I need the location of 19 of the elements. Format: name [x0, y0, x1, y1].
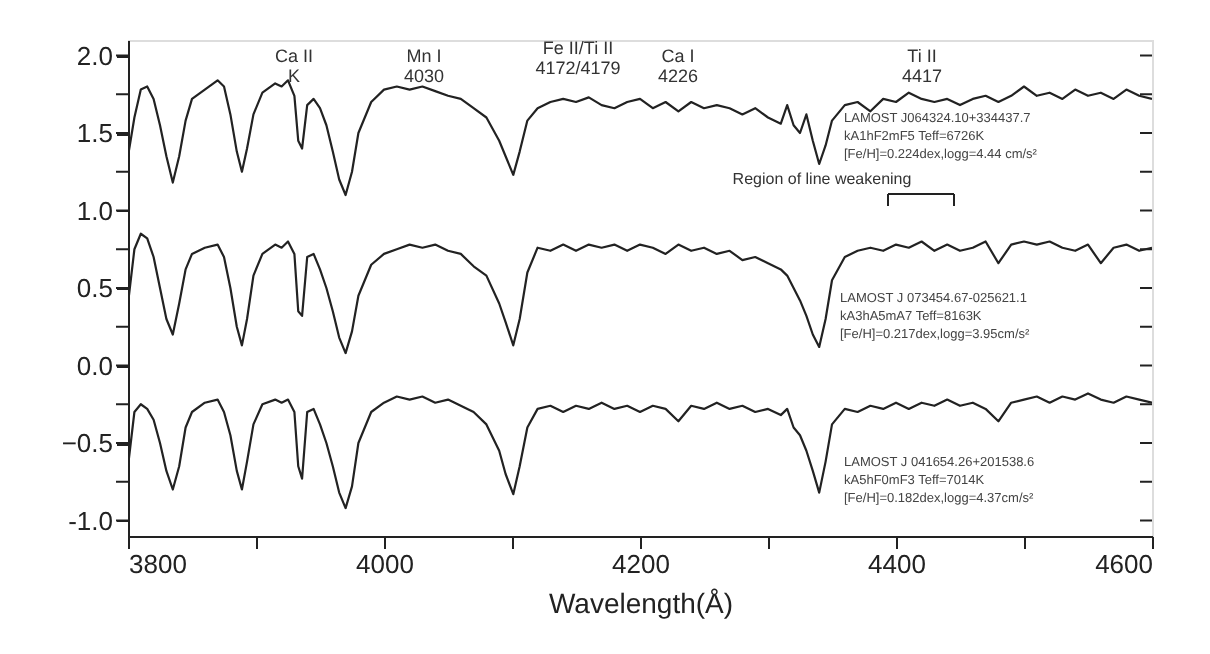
annotation: Region of line weakening — [732, 170, 912, 188]
x-tick-label: 4400 — [868, 549, 926, 579]
x-tick-label: 4200 — [612, 549, 670, 579]
y-tick-label: 2.0 — [76, 40, 113, 71]
annotation: Mn I 4030 — [403, 46, 445, 86]
y-tick-label: 0.0 — [76, 350, 113, 381]
y-tick-label: 0.5 — [76, 273, 113, 303]
annotation: Ca II K — [274, 46, 314, 86]
x-tick-label: 3800 — [129, 549, 187, 579]
annotation: Ti II 4417 — [901, 46, 943, 86]
x-tick-label: 4600 — [1095, 549, 1153, 579]
x-tick-label: 4000 — [356, 549, 414, 579]
y-tick-label: −0.5 — [61, 428, 113, 458]
y-tick-label: 1.0 — [76, 195, 113, 226]
annotation: Fe II/Ti II 4172/4179 — [535, 38, 621, 78]
y-tick-label: 1.5 — [76, 118, 113, 148]
annotation: Ca I 4226 — [657, 46, 699, 86]
x-axis-title: Wavelength(Å) — [548, 587, 734, 619]
y-tick-label: -1.0 — [68, 505, 113, 536]
